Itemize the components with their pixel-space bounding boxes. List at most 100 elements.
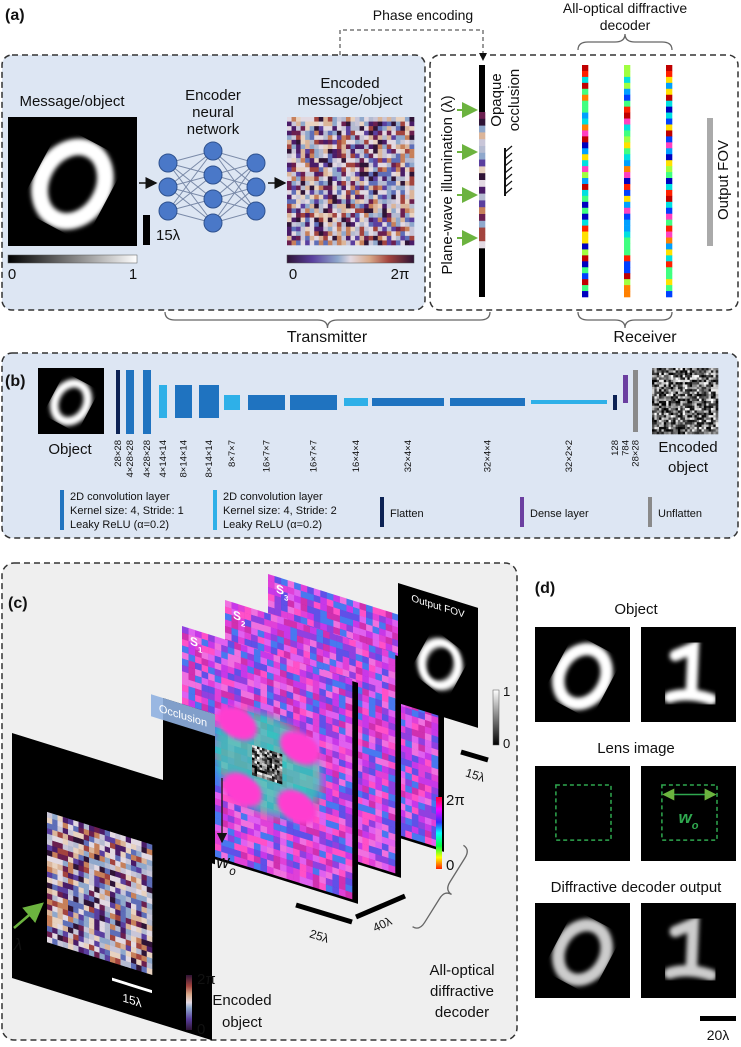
pixel [703,412,707,416]
pixel [663,386,667,390]
pixel [345,194,351,200]
pixel [375,782,383,792]
pixel [310,652,317,662]
pixel [305,121,310,127]
pixel [299,695,307,704]
pixel [359,602,367,612]
pixel [368,208,374,214]
pixel [656,372,660,376]
pixel [431,767,439,777]
pixel [131,908,137,916]
pixel [341,190,347,196]
pixel [280,669,287,679]
pixel [78,886,85,895]
pixel [305,190,310,196]
pixel [57,880,64,888]
pixel [701,370,705,374]
pixel [400,139,406,145]
pixel [338,868,346,878]
pixel [259,774,263,779]
pixel [675,377,679,381]
pixel [368,126,374,132]
pixel [388,728,396,738]
pixel [333,613,341,623]
pixel [349,664,357,674]
pixel [703,403,707,407]
pixel [214,668,222,678]
pixel [94,891,100,900]
pixel [78,848,85,857]
pixel [336,634,343,644]
pixel [701,377,705,381]
pixel [260,844,268,854]
pixel [377,199,383,205]
pixel [706,393,709,397]
pixel [300,203,306,209]
pixel [395,167,401,173]
pixel [267,866,274,875]
pixel [291,222,297,228]
pixel [362,701,370,710]
pixel [391,190,397,196]
pixel [234,816,242,826]
pixel [659,419,662,423]
pixel [332,802,340,812]
pixel [582,201,589,209]
pixel [318,126,324,132]
pixel [323,121,329,127]
pixel [652,426,655,430]
pixel [52,862,58,870]
pixel [306,865,314,875]
pixel [706,372,709,376]
layer-size: 16×7×7 [309,440,320,472]
pixel [382,181,388,186]
pixel [309,149,315,154]
pixel [355,199,360,205]
pixel [227,672,235,682]
pixel [319,752,327,762]
pixel [136,904,142,913]
pixel [188,679,196,689]
pixel [708,429,712,432]
pixel [673,417,676,421]
pixel [692,417,695,421]
pixel [319,681,327,691]
pixel [373,213,379,218]
pixel [345,240,351,246]
pixel [332,756,340,766]
pixel [366,604,373,614]
pixel [104,856,111,865]
pixel [656,370,660,374]
pixel [300,231,306,237]
pixel [395,203,401,209]
pixel [685,426,688,430]
pixel [696,415,700,418]
pixel [652,415,655,418]
pixel [663,391,667,395]
pixel [188,660,196,670]
pixel [381,765,389,775]
pixel [120,878,127,886]
pixel [400,235,406,241]
pixel [283,624,291,634]
pixel [418,717,426,727]
pixel [411,780,419,790]
pixel [624,76,631,84]
pixel [668,389,672,392]
pixel [685,382,688,385]
pixel [141,846,148,855]
pixel [582,255,589,262]
pixel [104,911,111,919]
pixel [188,647,196,657]
pixel [115,876,121,884]
pixel [332,692,340,702]
pixel [240,851,248,861]
pixel [89,857,95,865]
diffractive-layer: S1 [182,626,358,904]
pixel [673,393,676,397]
pixel [332,203,338,209]
pixel [136,861,142,869]
pixel [582,118,589,125]
pixel [294,595,301,604]
pixel [320,609,328,619]
